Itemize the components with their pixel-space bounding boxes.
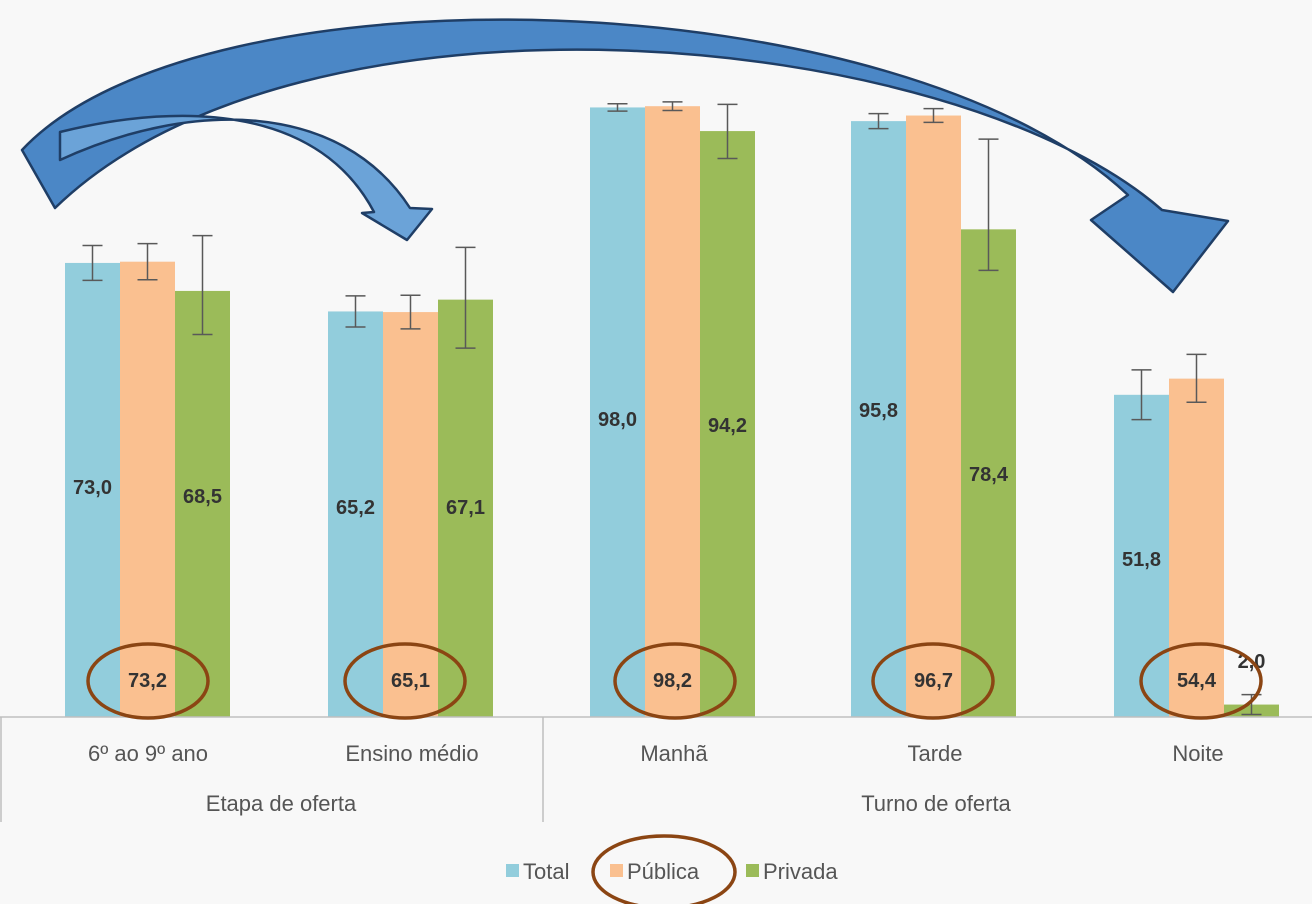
category-label: Manhã: [640, 741, 708, 766]
highlight-circle-6-ao-9: [86, 642, 210, 720]
bar: [590, 107, 645, 717]
bar: [1114, 394, 1169, 717]
arrow-small-icon: [58, 114, 434, 242]
bar: [175, 290, 230, 717]
highlight-circle-ensino-medio: [343, 642, 467, 720]
highlight-circle-noite: [1139, 642, 1263, 720]
bar: [120, 261, 175, 717]
bar: [851, 121, 906, 717]
legend-label-publica: Pública: [627, 859, 700, 884]
bar: [438, 299, 493, 717]
legend-swatch-privada: [746, 864, 759, 877]
group-label: Etapa de oferta: [206, 791, 357, 816]
highlight-circle-legend-publica: [591, 834, 737, 904]
legend: Total Pública Privada: [506, 859, 838, 884]
highlight-circle-manha: [613, 642, 737, 720]
bar: [383, 312, 438, 717]
legend-label-privada: Privada: [763, 859, 838, 884]
data-label: 98,0: [598, 409, 637, 431]
data-label: 98,2: [653, 670, 692, 692]
group-labels-layer: Etapa de oferta Turno de oferta: [206, 791, 1012, 816]
highlight-circles: [86, 642, 1263, 904]
bar: [65, 262, 120, 717]
bars-layer: [65, 106, 1279, 718]
bar: [961, 229, 1016, 718]
category-label: 6º ao 9º ano: [88, 741, 208, 766]
category-label: Noite: [1172, 741, 1223, 766]
arrows: [20, 18, 1230, 294]
arrow-large-icon: [20, 18, 1230, 294]
data-label: 73,0: [73, 477, 112, 499]
category-label: Ensino médio: [345, 741, 478, 766]
legend-swatch-publica: [610, 864, 623, 877]
data-label: 73,2: [128, 670, 167, 692]
bar: [700, 131, 755, 718]
bar: [645, 106, 700, 718]
data-label: 65,2: [336, 497, 375, 519]
data-label: 67,1: [446, 497, 485, 519]
data-label: 65,1: [391, 670, 430, 692]
bar: [906, 115, 961, 717]
data-label: 54,4: [1177, 670, 1217, 692]
highlight-circle-tarde: [871, 642, 995, 720]
error-bars-layer: [82, 101, 1262, 716]
x-axis: [0, 716, 1312, 822]
data-label: 51,8: [1122, 549, 1161, 571]
category-labels-layer: 6º ao 9º ano Ensino médio Manhã Tarde Noite: [88, 741, 1224, 766]
data-label: 78,4: [969, 464, 1009, 486]
data-label: 96,7: [914, 670, 953, 692]
data-label: 95,8: [859, 400, 898, 422]
bar: [1169, 378, 1224, 717]
legend-label-total: Total: [523, 859, 569, 884]
group-label: Turno de oferta: [861, 791, 1011, 816]
legend-swatch-total: [506, 864, 519, 877]
data-label: 68,5: [183, 486, 222, 508]
value-labels-layer: 73,0 65,2 98,0 95,8 51,8 73,2 65,1 98,2 96,7 54,4…: [73, 400, 1265, 692]
category-label: Tarde: [907, 741, 962, 766]
data-label: 94,2: [708, 415, 747, 437]
